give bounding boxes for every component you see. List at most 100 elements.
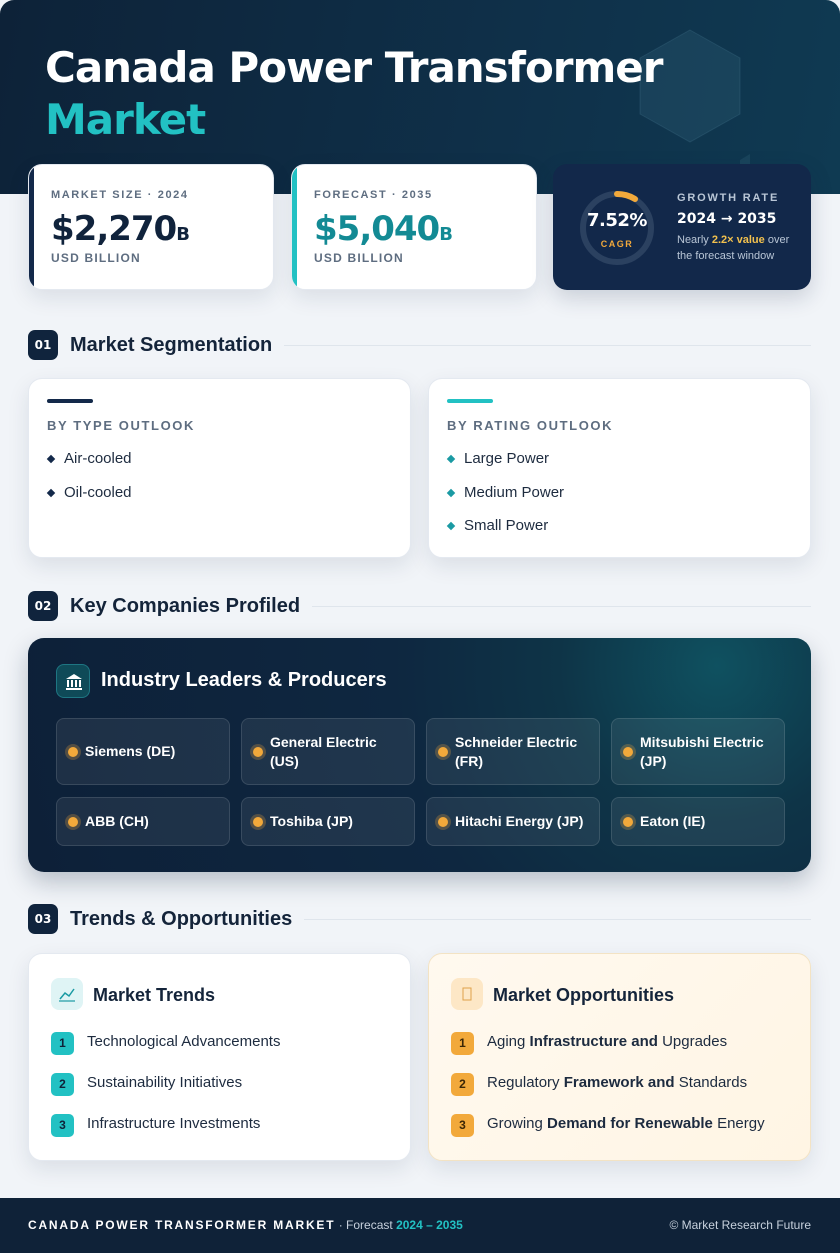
chip-dot bbox=[623, 746, 633, 757]
segment-list: Air-cooled Oil-cooled bbox=[47, 449, 132, 516]
stat-value: $2,270B bbox=[51, 209, 190, 249]
chart-icon bbox=[51, 978, 83, 1010]
stat-caption: USD BILLION bbox=[314, 251, 404, 265]
company-name: ABB (CH) bbox=[85, 813, 149, 829]
card-accent bbox=[292, 165, 297, 289]
segment-card: BY TYPE OUTLOOK Air-cooled Oil-cooled bbox=[28, 378, 411, 558]
company-chip: Mitsubishi Electric (JP) bbox=[611, 718, 785, 785]
text-part: Standards bbox=[678, 1074, 748, 1091]
stat-card: FORECAST · 2035 $5,040B USD BILLION bbox=[291, 164, 537, 290]
text-part: Aging bbox=[487, 1033, 526, 1050]
card-accent bbox=[29, 165, 34, 289]
company-chip: Eaton (IE) bbox=[611, 797, 785, 846]
footer-separator: · bbox=[338, 1218, 343, 1232]
item-number: 1 bbox=[451, 1032, 474, 1055]
company-name: General Electric (US) bbox=[270, 733, 377, 769]
segment-item: Large Power bbox=[447, 449, 564, 483]
card-accent bbox=[47, 399, 93, 403]
growth-note: Nearly 2.2× value over the forecast wind… bbox=[677, 232, 801, 264]
opportunities-card: Market Opportunities 1 Aging Infrastructu… bbox=[428, 953, 811, 1161]
value-text: $2,270 bbox=[51, 209, 177, 249]
bold-text: 2.2× value bbox=[711, 234, 765, 246]
text-part: Growing bbox=[487, 1115, 543, 1132]
icon-glyph bbox=[59, 988, 75, 1002]
text-part: Nearly bbox=[677, 234, 709, 246]
text-part: Regulatory bbox=[487, 1074, 560, 1091]
list-item: 3 Growing Demand for Renewable Energy bbox=[451, 1112, 765, 1153]
company-name: Eaton (IE) bbox=[640, 813, 706, 829]
company-name: Siemens (DE) bbox=[85, 743, 176, 759]
title-text: Canada Power Transformer bbox=[45, 43, 663, 92]
text-part: Upgrades bbox=[662, 1033, 728, 1050]
item-number: 3 bbox=[51, 1114, 74, 1137]
text-part: over the forecast window bbox=[677, 234, 790, 262]
chip-dot bbox=[438, 816, 448, 827]
list-item: 2 Sustainability Initiatives bbox=[51, 1071, 280, 1112]
list-item: 1 Technological Advancements bbox=[51, 1030, 280, 1071]
card-title: Market Opportunities bbox=[493, 985, 675, 1005]
header-band: Canada Power Transformer Market bbox=[0, 0, 840, 194]
item-number: 1 bbox=[51, 1032, 74, 1055]
segment-item: Oil-cooled bbox=[47, 483, 132, 517]
section-rule bbox=[284, 345, 811, 346]
stat-value: $5,040B bbox=[314, 209, 453, 249]
chip-dot bbox=[68, 746, 78, 757]
value-unit: B bbox=[176, 224, 190, 245]
list-item: 1 Aging Infrastructure and Upgrades bbox=[451, 1030, 765, 1071]
hexagon-decoration bbox=[639, 29, 750, 188]
segment-title: BY RATING OUTLOOK bbox=[447, 418, 614, 433]
segment-item: Small Power bbox=[447, 516, 564, 550]
list-item: 2 Regulatory Framework and Standards bbox=[451, 1071, 765, 1112]
company-chip: Toshiba (JP) bbox=[241, 797, 415, 846]
text-part: Technological Advancements bbox=[87, 1033, 281, 1050]
trends-card: Market Trends 1 Technological Advancement… bbox=[28, 953, 411, 1161]
footer-left: CANADA POWER TRANSFORMER MARKET · Foreca… bbox=[28, 1198, 463, 1253]
section-title: Trends & Opportunities bbox=[70, 908, 293, 930]
stat-label: MARKET SIZE · 2024 bbox=[51, 189, 189, 201]
bank-icon bbox=[56, 664, 90, 698]
segment-list: Large Power Medium Power Small Power bbox=[447, 449, 564, 550]
card-title: Market Trends bbox=[93, 985, 216, 1005]
company-name: Toshiba (JP) bbox=[270, 813, 353, 829]
stat-label: FORECAST · 2035 bbox=[314, 189, 433, 201]
chip-dot bbox=[68, 816, 78, 827]
company-chip: Hitachi Energy (JP) bbox=[426, 797, 600, 846]
stat-caption: USD BILLION bbox=[51, 251, 141, 265]
segment-card: BY RATING OUTLOOK Large Power Medium Powe… bbox=[428, 378, 811, 558]
section-number: 03 bbox=[28, 904, 58, 934]
value-text: $5,040 bbox=[314, 209, 440, 249]
segment-title: BY TYPE OUTLOOK bbox=[47, 418, 195, 433]
segment-item: Medium Power bbox=[447, 483, 564, 517]
section-title: Key Companies Profiled bbox=[70, 595, 301, 617]
trend-list: 1 Technological Advancements 2 Sustainabili… bbox=[51, 1030, 280, 1153]
chip-dot bbox=[623, 816, 633, 827]
title-highlight: Market bbox=[45, 95, 206, 144]
footer-period: 2024 – 2035 bbox=[396, 1218, 463, 1232]
company-name: Mitsubishi Electric (JP) bbox=[640, 733, 764, 769]
chip-dot bbox=[253, 816, 263, 827]
opportunity-icon bbox=[451, 978, 483, 1010]
company-chip: Siemens (DE) bbox=[56, 718, 230, 785]
footer: CANADA POWER TRANSFORMER MARKET · Foreca… bbox=[0, 1198, 840, 1253]
cagr-label: CAGR bbox=[600, 239, 634, 249]
item-number: 2 bbox=[451, 1073, 474, 1096]
value-unit: B bbox=[439, 224, 453, 245]
company-chip: Schneider Electric (FR) bbox=[426, 718, 600, 785]
bold-text: Demand for Renewable bbox=[547, 1115, 713, 1132]
footer-forecast: Forecast bbox=[346, 1218, 393, 1232]
footer-copyright: © Market Research Future bbox=[669, 1218, 811, 1232]
company-name: Schneider Electric (FR) bbox=[455, 733, 578, 769]
company-chip: ABB (CH) bbox=[56, 797, 230, 846]
section-rule bbox=[304, 919, 811, 920]
bold-text: Infrastructure and bbox=[529, 1033, 658, 1050]
chip-dot bbox=[253, 746, 263, 757]
growth-label: GROWTH RATE bbox=[677, 192, 780, 204]
icon-glyph bbox=[462, 987, 472, 1001]
companies-panel: Industry Leaders & Producers Siemens (DE… bbox=[28, 638, 811, 872]
section-rule bbox=[312, 606, 811, 607]
companies-title: Industry Leaders & Producers bbox=[101, 669, 387, 691]
segment-item: Air-cooled bbox=[47, 449, 132, 483]
growth-period: 2024 → 2035 bbox=[677, 211, 777, 227]
